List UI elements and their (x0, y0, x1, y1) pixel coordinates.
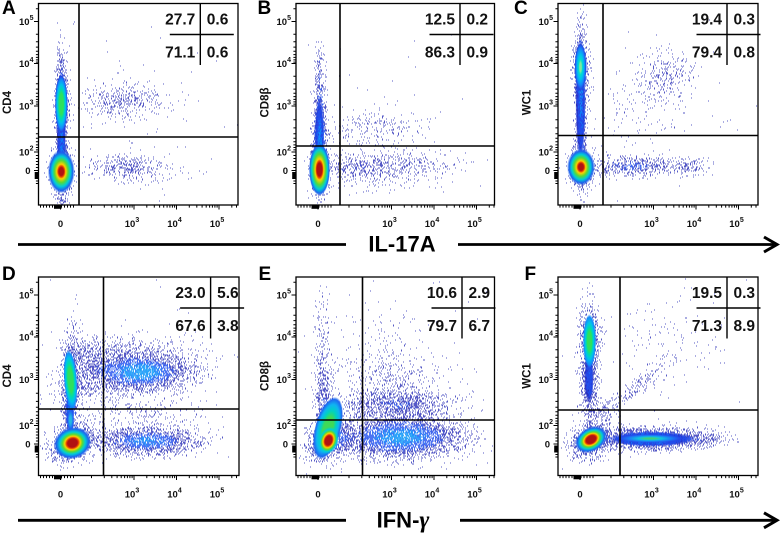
svg-text:0: 0 (577, 219, 582, 230)
svg-text:79.7: 79.7 (427, 318, 457, 335)
svg-text:3.8: 3.8 (217, 318, 239, 335)
svg-text:8.9: 8.9 (734, 318, 756, 335)
svg-text:27.7: 27.7 (165, 12, 195, 29)
svg-text:23.0: 23.0 (175, 285, 205, 302)
svg-text:IL-17A: IL-17A (368, 232, 435, 257)
svg-text:0: 0 (315, 490, 320, 501)
svg-text:CD8β: CD8β (260, 361, 272, 391)
svg-text:19.5: 19.5 (692, 285, 723, 302)
svg-text:0.2: 0.2 (467, 12, 489, 29)
svg-text:0.3: 0.3 (734, 12, 756, 29)
svg-text:D: D (2, 264, 16, 285)
svg-text:0: 0 (25, 166, 30, 177)
svg-text:CD4: CD4 (2, 90, 14, 114)
svg-text:F: F (525, 264, 537, 285)
svg-text:0: 0 (315, 219, 320, 230)
svg-text:6.7: 6.7 (469, 318, 491, 335)
svg-text:12.5: 12.5 (425, 12, 456, 29)
svg-text:CD4: CD4 (2, 364, 14, 388)
svg-text:2.9: 2.9 (469, 285, 491, 302)
svg-text:0.3: 0.3 (734, 285, 756, 302)
svg-text:0: 0 (577, 490, 582, 501)
svg-text:0: 0 (545, 440, 550, 451)
svg-text:C: C (514, 0, 528, 19)
svg-text:0: 0 (58, 219, 63, 230)
svg-text:19.4: 19.4 (692, 12, 723, 29)
svg-text:71.3: 71.3 (692, 318, 723, 335)
svg-text:67.6: 67.6 (175, 318, 206, 335)
svg-text:0: 0 (545, 166, 550, 177)
svg-text:WC1: WC1 (522, 89, 534, 115)
svg-text:0.6: 0.6 (207, 45, 229, 62)
svg-text:CD8β: CD8β (260, 87, 272, 117)
svg-text:WC1: WC1 (522, 363, 534, 389)
svg-text:IFN-γ: IFN-γ (377, 507, 430, 533)
svg-text:0: 0 (25, 440, 30, 451)
svg-text:B: B (258, 0, 272, 19)
svg-text:0.9: 0.9 (467, 45, 489, 62)
svg-text:0: 0 (58, 490, 63, 501)
svg-text:0.8: 0.8 (734, 45, 756, 62)
svg-text:10.6: 10.6 (427, 285, 458, 302)
svg-text:E: E (259, 264, 272, 285)
svg-text:86.3: 86.3 (425, 45, 456, 62)
svg-text:71.1: 71.1 (165, 45, 196, 62)
svg-text:0.6: 0.6 (207, 12, 229, 29)
svg-text:0: 0 (283, 440, 288, 451)
svg-text:79.4: 79.4 (692, 45, 723, 62)
svg-text:A: A (2, 0, 16, 19)
svg-text:0: 0 (283, 166, 288, 177)
svg-text:5.6: 5.6 (217, 285, 239, 302)
